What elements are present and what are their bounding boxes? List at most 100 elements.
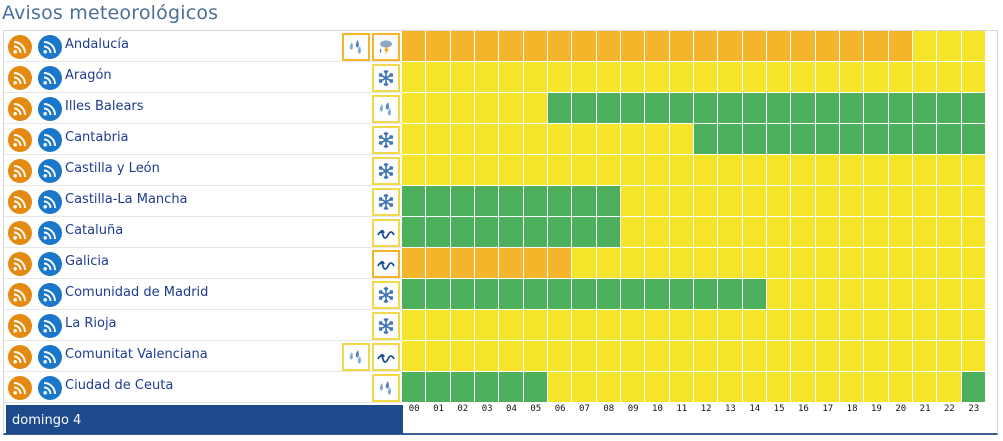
warning-cell-07[interactable] xyxy=(572,372,597,403)
warning-cell-16[interactable] xyxy=(791,217,816,248)
warning-cell-04[interactable] xyxy=(499,186,524,217)
warning-cell-04[interactable] xyxy=(499,372,524,403)
warning-cell-08[interactable] xyxy=(596,155,621,186)
region-name-link[interactable]: La Rioja xyxy=(65,316,117,331)
warning-cell-10[interactable] xyxy=(645,279,670,310)
rss-feed-icon[interactable] xyxy=(8,283,32,307)
warning-cell-15[interactable] xyxy=(766,341,792,372)
region-name-link[interactable]: Cataluña xyxy=(65,223,124,238)
warning-cell-14[interactable] xyxy=(742,248,767,279)
warning-cell-11[interactable] xyxy=(669,310,694,341)
rss-subscribe-icon[interactable] xyxy=(38,314,62,338)
warning-cell-15[interactable] xyxy=(766,124,792,155)
warning-cell-21[interactable] xyxy=(912,124,938,155)
warning-cell-20[interactable] xyxy=(888,217,913,248)
snow-icon[interactable] xyxy=(372,281,400,309)
warning-cell-09[interactable] xyxy=(620,31,646,62)
warning-cell-08[interactable] xyxy=(596,372,621,403)
warning-cell-20[interactable] xyxy=(888,31,913,62)
warning-cell-15[interactable] xyxy=(766,93,792,124)
warning-cell-05[interactable] xyxy=(523,93,548,124)
region-name-link[interactable]: Cantabria xyxy=(65,130,129,145)
warning-cell-13[interactable] xyxy=(718,93,743,124)
warning-cell-19[interactable] xyxy=(864,93,889,124)
warning-cell-14[interactable] xyxy=(742,155,767,186)
warning-cell-16[interactable] xyxy=(791,31,816,62)
warning-cell-09[interactable] xyxy=(620,310,646,341)
warning-cell-13[interactable] xyxy=(718,62,743,93)
warning-cell-07[interactable] xyxy=(572,124,597,155)
warning-cell-02[interactable] xyxy=(450,93,475,124)
warning-cell-03[interactable] xyxy=(474,62,500,93)
warning-cell-21[interactable] xyxy=(912,279,938,310)
warning-cell-03[interactable] xyxy=(474,186,500,217)
warning-cell-12[interactable] xyxy=(693,372,719,403)
snow-icon[interactable] xyxy=(372,64,400,92)
warning-cell-12[interactable] xyxy=(693,217,719,248)
warning-cell-13[interactable] xyxy=(718,155,743,186)
warning-cell-11[interactable] xyxy=(669,248,694,279)
region-name-link[interactable]: Andalucía xyxy=(65,37,129,52)
warning-cell-20[interactable] xyxy=(888,341,913,372)
warning-cell-22[interactable] xyxy=(937,93,962,124)
warning-cell-18[interactable] xyxy=(839,310,865,341)
warning-cell-09[interactable] xyxy=(620,155,646,186)
warning-cell-13[interactable] xyxy=(718,310,743,341)
warning-cell-13[interactable] xyxy=(718,124,743,155)
warning-cell-19[interactable] xyxy=(864,372,889,403)
warning-cell-01[interactable] xyxy=(426,155,451,186)
warning-cell-04[interactable] xyxy=(499,279,524,310)
warning-cell-01[interactable] xyxy=(426,217,451,248)
warning-cell-23[interactable] xyxy=(961,31,986,62)
warning-cell-19[interactable] xyxy=(864,279,889,310)
warning-cell-18[interactable] xyxy=(839,155,865,186)
warning-cell-20[interactable] xyxy=(888,248,913,279)
warning-cell-17[interactable] xyxy=(815,31,840,62)
warning-cell-08[interactable] xyxy=(596,310,621,341)
rss-feed-icon[interactable] xyxy=(8,252,32,276)
warning-cell-13[interactable] xyxy=(718,31,743,62)
warning-cell-09[interactable] xyxy=(620,62,646,93)
warning-cell-21[interactable] xyxy=(912,93,938,124)
rss-feed-icon[interactable] xyxy=(8,66,32,90)
warning-cell-06[interactable] xyxy=(547,186,573,217)
rss-feed-icon[interactable] xyxy=(8,314,32,338)
warning-cell-02[interactable] xyxy=(450,248,475,279)
rss-feed-icon[interactable] xyxy=(8,221,32,245)
warning-cell-17[interactable] xyxy=(815,155,840,186)
warning-cell-07[interactable] xyxy=(572,93,597,124)
warning-cell-08[interactable] xyxy=(596,341,621,372)
coastal-icon[interactable] xyxy=(372,250,400,278)
rss-subscribe-icon[interactable] xyxy=(38,159,62,183)
warning-cell-22[interactable] xyxy=(937,279,962,310)
warning-cell-15[interactable] xyxy=(766,372,792,403)
warning-cell-02[interactable] xyxy=(450,372,475,403)
warning-cell-00[interactable] xyxy=(402,124,427,155)
warning-cell-03[interactable] xyxy=(474,155,500,186)
warning-cell-08[interactable] xyxy=(596,62,621,93)
warning-cell-21[interactable] xyxy=(912,372,938,403)
warning-cell-07[interactable] xyxy=(572,279,597,310)
warning-cell-07[interactable] xyxy=(572,217,597,248)
warning-cell-16[interactable] xyxy=(791,62,816,93)
warning-cell-05[interactable] xyxy=(523,341,548,372)
warning-cell-21[interactable] xyxy=(912,155,938,186)
warning-cell-22[interactable] xyxy=(937,31,962,62)
warning-cell-06[interactable] xyxy=(547,124,573,155)
warning-cell-16[interactable] xyxy=(791,248,816,279)
warning-cell-05[interactable] xyxy=(523,62,548,93)
rain-icon[interactable] xyxy=(372,95,400,123)
warning-cell-13[interactable] xyxy=(718,341,743,372)
warning-cell-17[interactable] xyxy=(815,186,840,217)
warning-cell-01[interactable] xyxy=(426,124,451,155)
warning-cell-14[interactable] xyxy=(742,279,767,310)
warning-cell-11[interactable] xyxy=(669,155,694,186)
warning-cell-10[interactable] xyxy=(645,310,670,341)
warning-cell-08[interactable] xyxy=(596,124,621,155)
warning-cell-06[interactable] xyxy=(547,31,573,62)
warning-cell-18[interactable] xyxy=(839,372,865,403)
storm-icon[interactable] xyxy=(372,33,400,61)
rss-subscribe-icon[interactable] xyxy=(38,35,62,59)
warning-cell-03[interactable] xyxy=(474,124,500,155)
warning-cell-09[interactable] xyxy=(620,186,646,217)
